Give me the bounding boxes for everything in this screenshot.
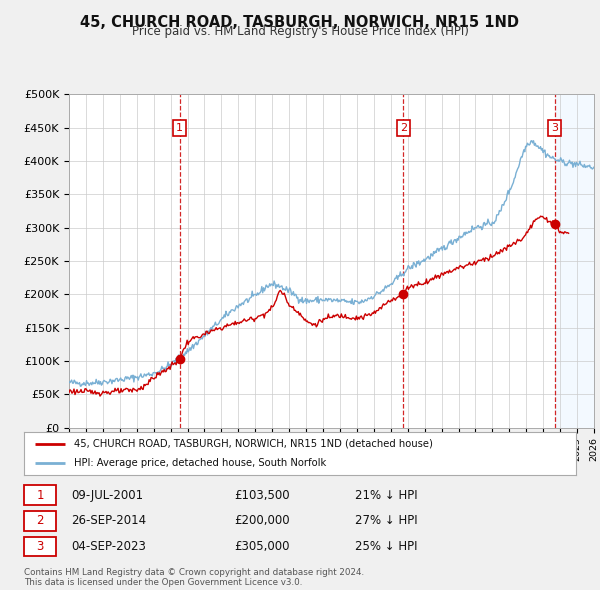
Text: £103,500: £103,500: [234, 489, 289, 502]
Text: 1: 1: [36, 489, 44, 502]
Text: £200,000: £200,000: [234, 514, 289, 527]
Bar: [555, 94, 594, 428]
FancyBboxPatch shape: [24, 511, 56, 530]
Text: 04-SEP-2023: 04-SEP-2023: [71, 540, 146, 553]
Text: 3: 3: [551, 123, 558, 133]
Text: 45, CHURCH ROAD, TASBURGH, NORWICH, NR15 1ND: 45, CHURCH ROAD, TASBURGH, NORWICH, NR15…: [80, 15, 520, 30]
Text: £305,000: £305,000: [234, 540, 289, 553]
Text: 2: 2: [400, 123, 407, 133]
FancyBboxPatch shape: [24, 485, 56, 505]
Text: Price paid vs. HM Land Registry's House Price Index (HPI): Price paid vs. HM Land Registry's House …: [131, 25, 469, 38]
Text: 27% ↓ HPI: 27% ↓ HPI: [355, 514, 418, 527]
Text: 09-JUL-2001: 09-JUL-2001: [71, 489, 143, 502]
Text: 26-SEP-2014: 26-SEP-2014: [71, 514, 146, 527]
Text: 3: 3: [37, 540, 44, 553]
Text: 21% ↓ HPI: 21% ↓ HPI: [355, 489, 418, 502]
Text: HPI: Average price, detached house, South Norfolk: HPI: Average price, detached house, Sout…: [74, 458, 326, 468]
Text: 25% ↓ HPI: 25% ↓ HPI: [355, 540, 418, 553]
Text: Contains HM Land Registry data © Crown copyright and database right 2024.
This d: Contains HM Land Registry data © Crown c…: [24, 568, 364, 587]
FancyBboxPatch shape: [24, 536, 56, 556]
Text: 2: 2: [36, 514, 44, 527]
Text: 45, CHURCH ROAD, TASBURGH, NORWICH, NR15 1ND (detached house): 45, CHURCH ROAD, TASBURGH, NORWICH, NR15…: [74, 439, 433, 449]
Text: 1: 1: [176, 123, 183, 133]
